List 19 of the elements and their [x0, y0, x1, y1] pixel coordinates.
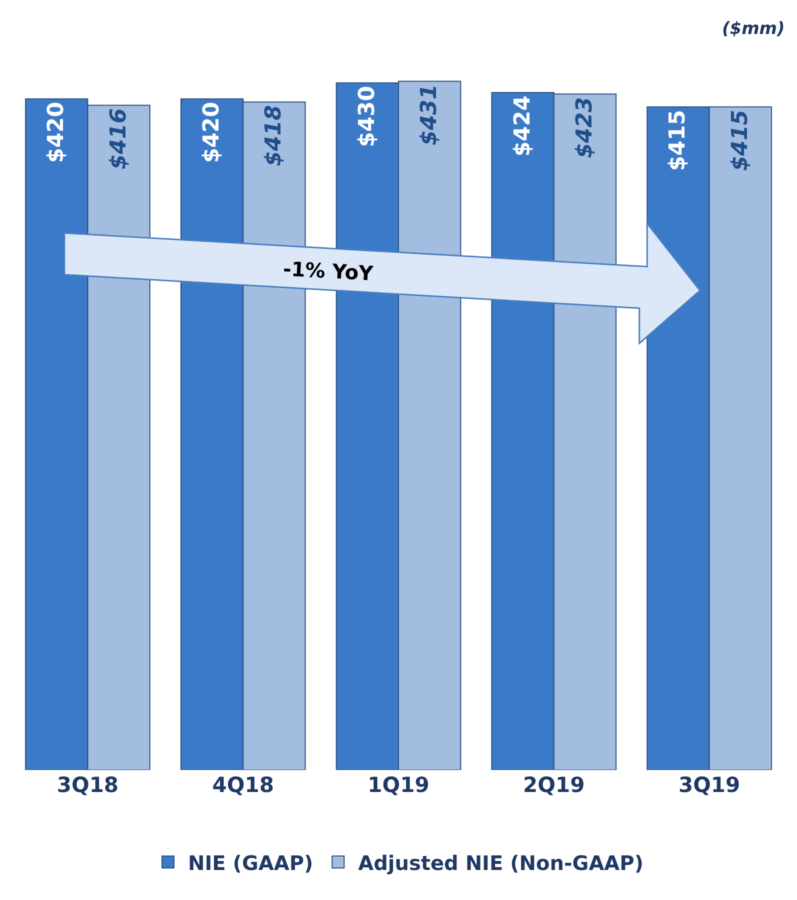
data-label: $424: [510, 95, 536, 157]
text: ($mm): [722, 19, 785, 39]
legend-label: NIE (GAAP): [188, 850, 314, 875]
data-label: $431: [417, 84, 442, 146]
data-label: $420: [44, 102, 70, 164]
data-label: $430: [354, 86, 380, 148]
data-label: $420: [200, 102, 225, 164]
x-tick-label: 3Q18: [56, 773, 119, 797]
x-tick-label: 2Q19: [523, 773, 585, 797]
annotation: -1% YoY: [282, 256, 374, 286]
x-tick-label: 4Q18: [212, 773, 274, 797]
data-label: $423: [572, 97, 598, 158]
data-label: $418: [262, 105, 287, 166]
data-label: $415: [728, 110, 753, 172]
data-label: $416: [106, 108, 132, 170]
legend-label: Adjusted NIE (Non-GAAP): [358, 850, 644, 875]
data-label: $415: [666, 110, 691, 172]
x-tick-label: 3Q19: [678, 773, 740, 797]
x-tick-label: 1Q19: [368, 773, 430, 797]
